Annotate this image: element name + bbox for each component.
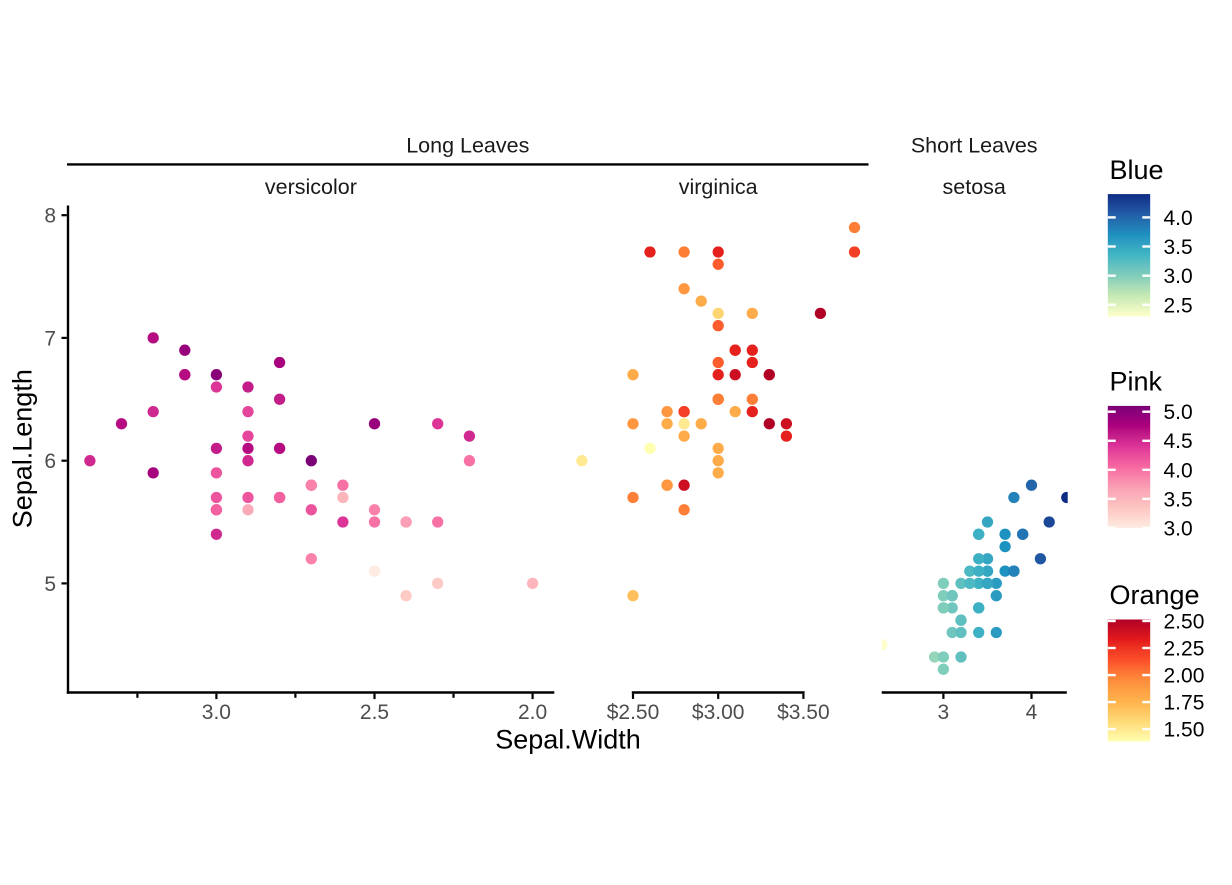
svg-text:3.0: 3.0 — [1164, 265, 1193, 288]
svg-text:4.0: 4.0 — [1164, 459, 1193, 482]
svg-text:Blue: Blue — [1110, 155, 1164, 185]
svg-text:6: 6 — [44, 450, 56, 473]
svg-text:1.75: 1.75 — [1164, 692, 1205, 715]
svg-text:3.5: 3.5 — [1164, 488, 1193, 511]
svg-text:$3.50: $3.50 — [777, 701, 830, 724]
svg-text:7: 7 — [44, 327, 56, 350]
svg-text:Pink: Pink — [1110, 367, 1163, 397]
svg-text:versicolor: versicolor — [265, 175, 357, 199]
svg-text:Short Leaves: Short Leaves — [911, 133, 1038, 157]
svg-text:$2.50: $2.50 — [607, 701, 660, 724]
svg-text:Sepal.Length: Sepal.Length — [7, 369, 37, 528]
svg-text:Long Leaves: Long Leaves — [406, 133, 529, 157]
svg-text:5.0: 5.0 — [1164, 401, 1193, 424]
svg-text:2.0: 2.0 — [518, 701, 547, 724]
svg-text:2.50: 2.50 — [1164, 611, 1205, 634]
svg-text:5: 5 — [44, 573, 56, 596]
svg-text:$3.00: $3.00 — [692, 701, 745, 724]
svg-text:8: 8 — [44, 205, 56, 228]
svg-text:4.0: 4.0 — [1164, 207, 1193, 230]
svg-text:3.0: 3.0 — [1164, 517, 1193, 540]
svg-text:3.5: 3.5 — [1164, 236, 1193, 259]
svg-text:4: 4 — [1026, 701, 1038, 724]
svg-text:Orange: Orange — [1110, 580, 1200, 610]
svg-text:2.00: 2.00 — [1164, 665, 1205, 688]
svg-text:1.50: 1.50 — [1164, 719, 1205, 742]
svg-text:4.5: 4.5 — [1164, 430, 1193, 453]
svg-text:2.25: 2.25 — [1164, 638, 1205, 661]
svg-text:2.5: 2.5 — [360, 701, 389, 724]
svg-text:setosa: setosa — [943, 175, 1006, 199]
svg-text:Sepal.Width: Sepal.Width — [495, 725, 641, 755]
svg-text:virginica: virginica — [679, 175, 758, 199]
svg-text:2.5: 2.5 — [1164, 294, 1193, 317]
svg-text:3.0: 3.0 — [202, 701, 231, 724]
svg-text:3: 3 — [938, 701, 950, 724]
